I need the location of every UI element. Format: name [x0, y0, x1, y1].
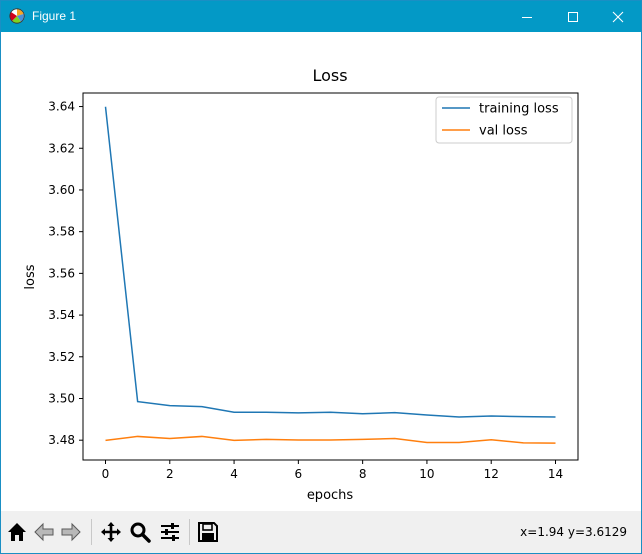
y-tick-label: 3.64	[48, 100, 75, 114]
configure-subplots-icon	[161, 523, 179, 541]
zoom-button[interactable]	[128, 520, 152, 544]
x-tick-label: 14	[548, 467, 563, 481]
maximize-button[interactable]	[550, 1, 596, 32]
back-button[interactable]	[32, 520, 56, 544]
pan-move-icon	[101, 522, 121, 542]
configure-subplots-button[interactable]	[158, 520, 182, 544]
minimize-icon	[522, 16, 532, 18]
home-button[interactable]	[5, 520, 29, 544]
series-line-0	[104, 106, 556, 418]
home-icon	[8, 523, 26, 541]
x-tick-label: 6	[295, 467, 303, 481]
cursor-coordinates: x=1.94 y=3.6129	[520, 525, 627, 539]
maximize-icon	[568, 11, 578, 22]
legend: training loss val loss	[435, 96, 573, 144]
x-tick-label: 4	[230, 467, 238, 481]
x-axis-label: epochs	[307, 488, 354, 503]
toolbar-separator	[91, 519, 92, 545]
pan-button[interactable]	[99, 520, 123, 544]
x-tick-label: 2	[166, 467, 174, 481]
y-tick-label: 3.60	[48, 183, 75, 197]
toolbar-separator	[189, 519, 190, 545]
x-tick-label: 0	[102, 467, 110, 481]
zoom-magnifier-icon	[130, 522, 151, 543]
legend-label: training loss	[479, 102, 559, 117]
close-button[interactable]	[595, 1, 641, 32]
matplotlib-app-icon	[9, 8, 25, 24]
y-tick-label: 3.48	[48, 433, 75, 447]
title-bar[interactable]: Figure 1	[1, 1, 641, 32]
back-arrow-icon	[34, 522, 54, 542]
close-icon	[612, 11, 624, 22]
plot-frame	[82, 92, 579, 461]
x-tick-label: 12	[484, 467, 499, 481]
series-line-1	[105, 435, 556, 444]
forward-arrow-icon	[61, 522, 81, 542]
window-title: Figure 1	[32, 9, 77, 23]
save-floppy-icon	[198, 522, 218, 542]
navigation-toolbar: x=1.94 y=3.6129	[1, 511, 641, 553]
figure-canvas[interactable]: Loss 0 2 4 6 8 10 12 14 3.48 3.50 3.52 3.54 3.56 3.5…	[1, 32, 641, 511]
x-tick-label: 8	[359, 467, 367, 481]
legend-label: val loss	[479, 124, 528, 139]
y-tick-label: 3.56	[48, 266, 75, 280]
y-axis-label: loss	[23, 264, 38, 289]
forward-button[interactable]	[59, 520, 83, 544]
y-tick-label: 3.54	[48, 308, 75, 322]
x-tick-label: 10	[419, 467, 434, 481]
minimize-button[interactable]	[504, 1, 550, 32]
loss-chart: Loss 0 2 4 6 8 10 12 14 3.48 3.50 3.52 3.54 3.56 3.5…	[23, 66, 579, 503]
y-tick-label: 3.50	[48, 391, 75, 405]
y-tick-label: 3.58	[48, 225, 75, 239]
chart-title: Loss	[312, 66, 347, 85]
y-tick-label: 3.62	[48, 141, 75, 155]
y-tick-label: 3.52	[48, 350, 75, 364]
save-button[interactable]	[196, 520, 220, 544]
